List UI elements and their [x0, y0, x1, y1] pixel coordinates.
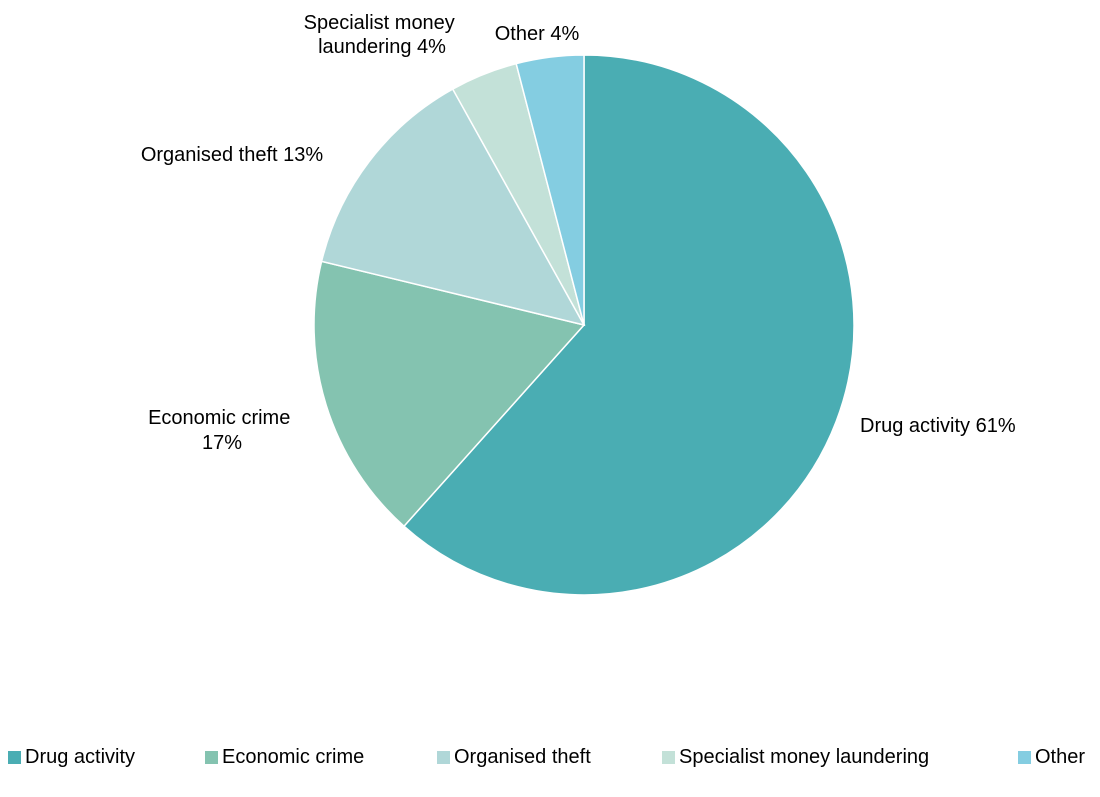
slice-label-drug-activity: Drug activity 61%	[860, 415, 1016, 437]
legend-swatch	[205, 751, 218, 764]
legend-label: Organised theft	[454, 745, 591, 769]
legend-item-specialist-money-laundering: Specialist money laundering	[662, 745, 929, 769]
legend-label: Economic crime	[222, 745, 364, 769]
legend-item-economic-crime: Economic crime	[205, 745, 364, 769]
legend-swatch	[1018, 751, 1031, 764]
legend-swatch	[662, 751, 675, 764]
legend-item-organised-theft: Organised theft	[437, 745, 591, 769]
slice-label-other: Other 4%	[495, 23, 580, 45]
slice-label-specialist-money-laundering: Specialist money laundering 4%	[304, 12, 461, 58]
legend-label: Other	[1035, 745, 1085, 769]
legend-label: Specialist money laundering	[679, 745, 929, 769]
legend-swatch	[8, 751, 21, 764]
legend-swatch	[437, 751, 450, 764]
legend-item-other: Other	[1018, 745, 1085, 769]
slice-label-organised-theft: Organised theft 13%	[141, 144, 324, 166]
legend-label: Drug activity	[25, 745, 135, 769]
pie-slices	[314, 55, 854, 595]
slice-label-economic-crime: Economic crime 17%	[148, 407, 296, 454]
legend-item-drug-activity: Drug activity	[8, 745, 135, 769]
